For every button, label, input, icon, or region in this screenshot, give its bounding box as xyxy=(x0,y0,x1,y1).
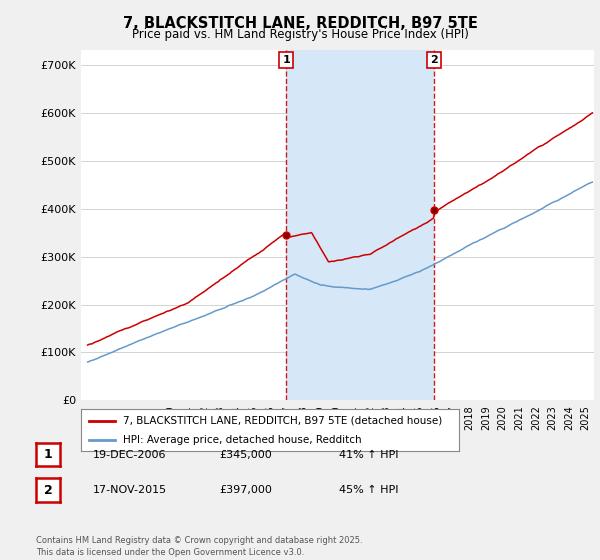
Bar xyxy=(286,50,434,400)
Text: 1: 1 xyxy=(44,448,52,461)
Text: £397,000: £397,000 xyxy=(219,485,272,495)
Text: Contains HM Land Registry data © Crown copyright and database right 2025.
This d: Contains HM Land Registry data © Crown c… xyxy=(36,536,362,557)
Text: 2: 2 xyxy=(44,483,52,497)
Text: Price paid vs. HM Land Registry's House Price Index (HPI): Price paid vs. HM Land Registry's House … xyxy=(131,28,469,41)
Text: 45% ↑ HPI: 45% ↑ HPI xyxy=(339,485,398,495)
Text: 17-NOV-2015: 17-NOV-2015 xyxy=(93,485,167,495)
Text: HPI: Average price, detached house, Redditch: HPI: Average price, detached house, Redd… xyxy=(122,435,361,445)
Text: 41% ↑ HPI: 41% ↑ HPI xyxy=(339,450,398,460)
Text: 2: 2 xyxy=(430,55,438,65)
Text: 7, BLACKSTITCH LANE, REDDITCH, B97 5TE (detached house): 7, BLACKSTITCH LANE, REDDITCH, B97 5TE (… xyxy=(122,416,442,426)
Text: £345,000: £345,000 xyxy=(219,450,272,460)
Text: 19-DEC-2006: 19-DEC-2006 xyxy=(93,450,167,460)
Text: 7, BLACKSTITCH LANE, REDDITCH, B97 5TE: 7, BLACKSTITCH LANE, REDDITCH, B97 5TE xyxy=(122,16,478,31)
Text: 1: 1 xyxy=(283,55,290,65)
